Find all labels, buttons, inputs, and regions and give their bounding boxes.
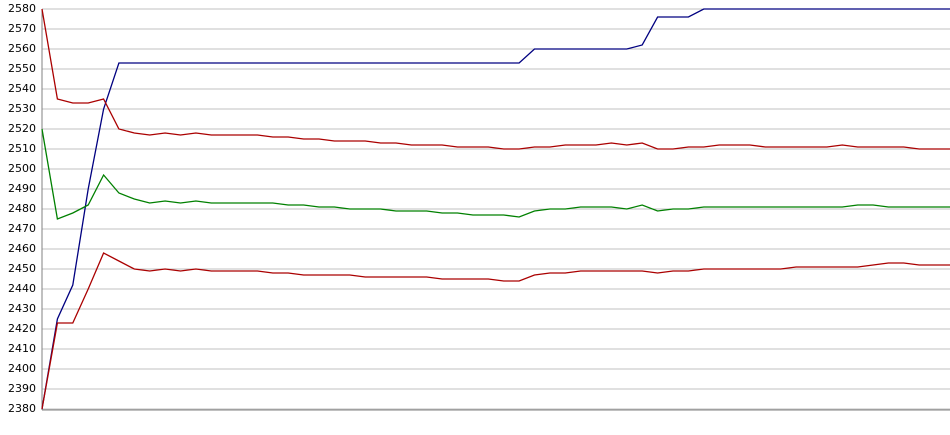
y-tick-label: 2510 bbox=[8, 142, 36, 155]
y-tick-label: 2520 bbox=[8, 122, 36, 135]
y-tick-label: 2440 bbox=[8, 282, 36, 295]
y-tick-label: 2470 bbox=[8, 222, 36, 235]
y-tick-label: 2570 bbox=[8, 22, 36, 35]
series-line bbox=[41, 8, 950, 410]
y-tick-label: 2400 bbox=[8, 362, 36, 375]
series-line bbox=[41, 8, 950, 150]
y-tick-label: 2500 bbox=[8, 162, 36, 175]
y-tick-label: 2580 bbox=[8, 2, 36, 15]
y-tick-label: 2390 bbox=[8, 382, 36, 395]
y-tick-label: 2380 bbox=[8, 402, 36, 415]
y-tick-label: 2490 bbox=[8, 182, 36, 195]
y-tick-label: 2450 bbox=[8, 262, 36, 275]
y-tick-label: 2560 bbox=[8, 42, 36, 55]
series-line bbox=[41, 252, 950, 410]
series-line bbox=[41, 128, 950, 220]
y-tick-label: 2480 bbox=[8, 202, 36, 215]
y-tick-label: 2460 bbox=[8, 242, 36, 255]
y-tick-label: 2530 bbox=[8, 102, 36, 115]
y-tick-label: 2420 bbox=[8, 322, 36, 335]
y-tick-label: 2410 bbox=[8, 342, 36, 355]
y-tick-label: 2550 bbox=[8, 62, 36, 75]
y-tick-label: 2540 bbox=[8, 82, 36, 95]
y-tick-label: 2430 bbox=[8, 302, 36, 315]
